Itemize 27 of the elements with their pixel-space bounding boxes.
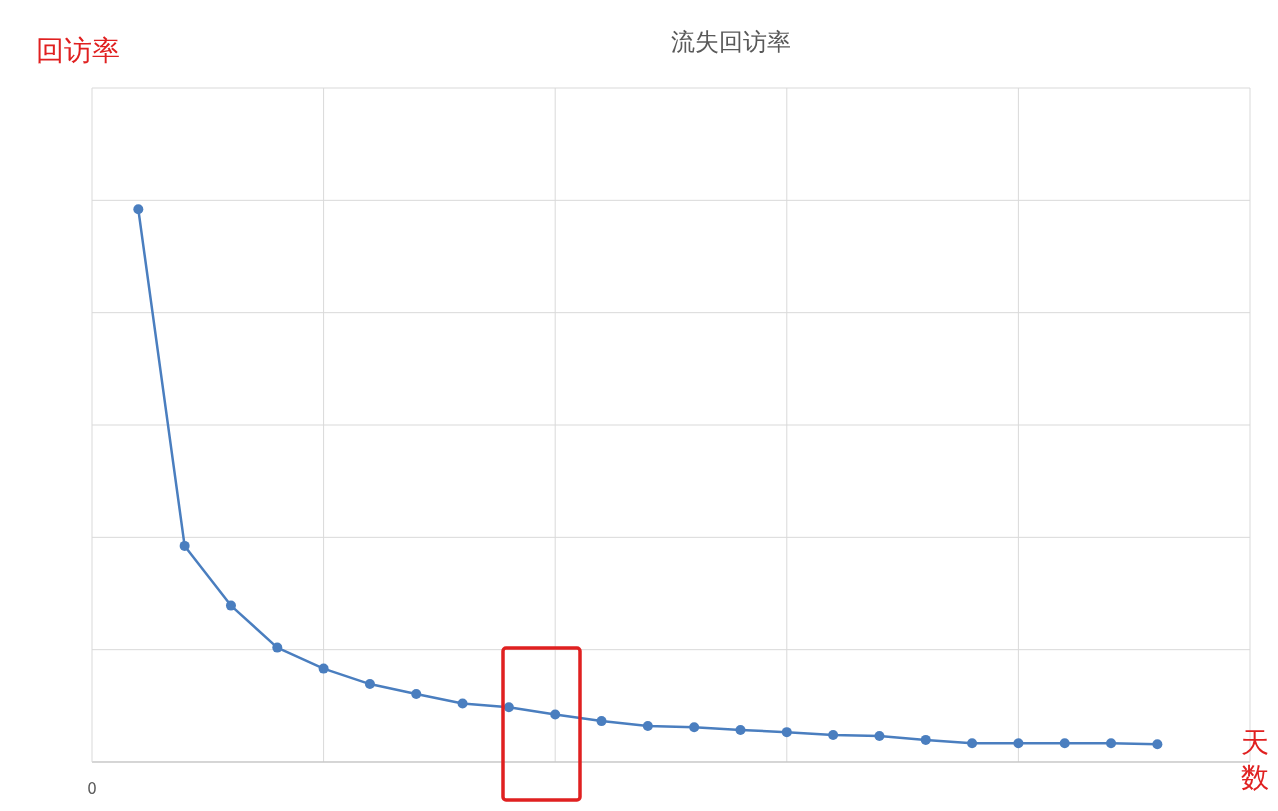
point xyxy=(318,663,329,674)
point xyxy=(411,689,422,700)
point xyxy=(272,642,283,653)
point xyxy=(1059,738,1070,749)
point xyxy=(1106,738,1117,749)
text: 回访率 xyxy=(36,34,120,67)
point xyxy=(1152,739,1163,750)
point xyxy=(967,738,978,749)
point xyxy=(1013,738,1024,749)
point xyxy=(689,722,700,733)
point xyxy=(364,679,375,690)
point xyxy=(596,716,607,727)
point xyxy=(735,724,746,735)
point xyxy=(781,727,792,738)
point xyxy=(503,702,514,713)
chart-title: 流失回访率 xyxy=(671,28,791,56)
point xyxy=(642,721,653,732)
point xyxy=(179,540,190,551)
text: 天数 xyxy=(1241,726,1269,794)
point xyxy=(225,600,236,611)
text: 0 xyxy=(87,780,97,798)
point xyxy=(828,729,839,740)
point xyxy=(550,709,561,720)
point xyxy=(874,731,885,742)
point xyxy=(133,204,144,215)
point xyxy=(920,734,931,745)
point xyxy=(457,698,468,709)
